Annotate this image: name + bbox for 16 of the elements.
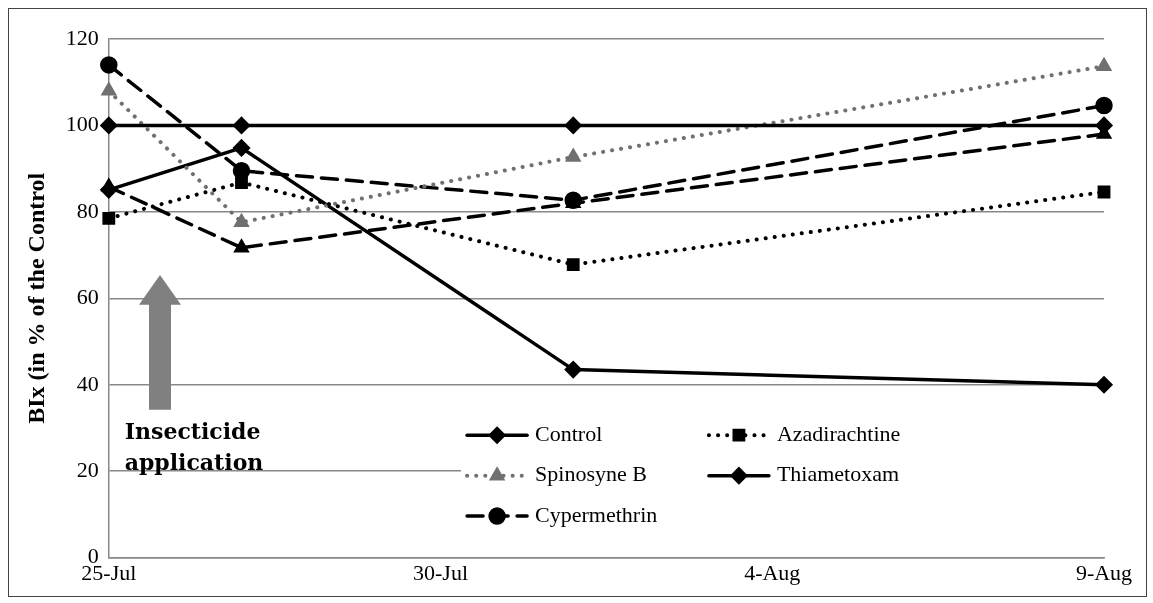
y-tick-label: 120 (65, 24, 99, 50)
legend-label: Thiametoxam (776, 461, 900, 487)
x-tick-label: 9-Aug (1075, 559, 1133, 585)
annotation: Insecticide application (124, 417, 264, 475)
legend-label: Azadirachtine (776, 420, 901, 446)
legend-label: Spinosyne B (535, 461, 647, 487)
y-tick-label: 20 (76, 456, 99, 482)
y-tick-label: 40 (76, 370, 99, 396)
y-axis-title: BIx (in % of the Control (22, 172, 49, 424)
x-tick-label: 4-Aug (744, 559, 801, 585)
legend-label: Cypermethrin (535, 501, 658, 527)
y-tick-label: 60 (76, 284, 99, 310)
y-tick-label: 100 (65, 111, 99, 137)
y-tick-label: 80 (76, 197, 99, 223)
legend-label: Control (535, 420, 603, 446)
x-tick-label: 30-Jul (413, 559, 469, 585)
